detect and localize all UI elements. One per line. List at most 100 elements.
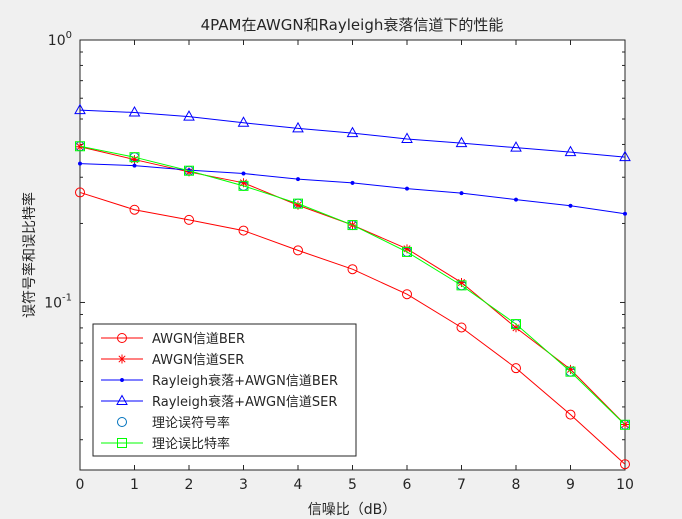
data-point [402, 244, 412, 254]
data-point [238, 225, 249, 236]
data-point [237, 116, 250, 127]
legend-box [92, 323, 357, 457]
y-axis-label: 误符号率和误比特率 [21, 192, 38, 318]
legend-marker [117, 417, 127, 427]
data-point [511, 323, 521, 333]
data-point [128, 105, 141, 117]
legend-item: AWGN信道BER [101, 332, 245, 347]
x-tick-label: 4 [294, 477, 303, 493]
data-point [511, 319, 521, 330]
series-line [79, 109, 626, 158]
legend-marker [117, 333, 127, 343]
data-point [457, 278, 466, 288]
legend-marker [117, 438, 127, 448]
data-point [293, 198, 303, 209]
data-point [402, 246, 412, 257]
legend-item: 理论误比特率 [101, 436, 230, 452]
data-point [455, 136, 468, 148]
y-tick-label: 10-1 [44, 292, 72, 311]
series-3 [77, 161, 628, 216]
legend-label: 理论误符号率 [152, 415, 230, 431]
chart-title: 4PAM在AWGN和Rayleigh衰落信道下的性能 [201, 16, 504, 34]
x-axis-label: 信噪比（dB） [308, 502, 397, 518]
x-tick-label: 5 [348, 477, 357, 493]
x-tick-label: 2 [185, 477, 194, 493]
data-point [402, 289, 412, 300]
data-point [513, 197, 519, 202]
data-point [568, 203, 573, 208]
x-tick-label: 10 [616, 477, 634, 493]
data-point [239, 178, 248, 188]
legend-marker [117, 354, 127, 364]
legend-item: Rayleigh衰落+AWGN信道BER [101, 373, 338, 389]
x-tick-label: 7 [457, 477, 466, 493]
data-point [564, 145, 577, 157]
y-tick-exponent: -1 [62, 292, 72, 303]
data-point [401, 132, 413, 143]
series-4 [74, 103, 631, 162]
data-point [129, 152, 140, 163]
legend-label: AWGN信道BER [152, 332, 245, 347]
series-layer [74, 103, 631, 470]
data-point [130, 155, 139, 165]
data-point [456, 322, 467, 333]
data-point [293, 245, 303, 256]
data-point [241, 171, 246, 176]
legend-label: Rayleigh衰落+AWGN信道SER [152, 394, 337, 410]
data-point [293, 200, 303, 210]
data-point [511, 363, 521, 374]
x-tick-label: 8 [512, 477, 521, 493]
data-point [346, 126, 359, 138]
data-point [295, 177, 301, 182]
y-tick-label: 100 [48, 30, 72, 49]
data-point [183, 110, 195, 121]
x-tick-label: 1 [130, 477, 139, 493]
data-point [77, 161, 83, 166]
legend-label: Rayleigh衰落+AWGN信道BER [152, 373, 338, 389]
data-point [292, 121, 304, 133]
series-line [79, 191, 626, 465]
legend-marker [116, 394, 128, 405]
x-tick-label: 0 [76, 477, 85, 493]
legend: AWGN信道BER AWGN信道SER Rayleigh衰落+AWGN信道BER Ra… [92, 323, 357, 457]
series-6 [75, 141, 630, 430]
data-point [622, 211, 628, 216]
data-point [565, 366, 576, 377]
series-line [79, 145, 626, 426]
data-point [620, 459, 630, 470]
legend-item: Rayleigh衰落+AWGN信道SER [101, 394, 337, 410]
data-point [184, 165, 194, 176]
data-point [347, 264, 358, 275]
data-point [350, 180, 355, 185]
data-point [75, 141, 85, 152]
legend-label: 理论误比特率 [152, 436, 230, 452]
data-point [74, 103, 86, 115]
data-point [620, 419, 630, 430]
series-1 [75, 187, 630, 470]
y-tick-base: 10 [48, 33, 66, 49]
data-point [619, 150, 631, 162]
data-point [132, 163, 137, 168]
data-point [510, 141, 522, 152]
legend-label: AWGN信道SER [152, 353, 244, 368]
data-point [238, 180, 249, 191]
x-tick-label: 9 [566, 477, 575, 493]
data-point [404, 186, 410, 191]
legend-item: AWGN信道SER [101, 353, 244, 368]
x-tick-label: 3 [239, 477, 248, 493]
data-point [75, 187, 85, 198]
data-point [566, 364, 575, 374]
x-tick-label: 6 [403, 477, 412, 493]
y-tick-base: 10 [44, 295, 62, 311]
data-point [459, 191, 464, 196]
data-point [184, 214, 194, 225]
data-point [347, 220, 358, 231]
data-point [456, 280, 467, 291]
legend-marker [119, 377, 125, 383]
data-point [129, 204, 140, 215]
legend-item: 理论误符号率 [117, 415, 230, 431]
data-point [565, 409, 576, 420]
y-tick-exponent: 0 [66, 30, 72, 41]
